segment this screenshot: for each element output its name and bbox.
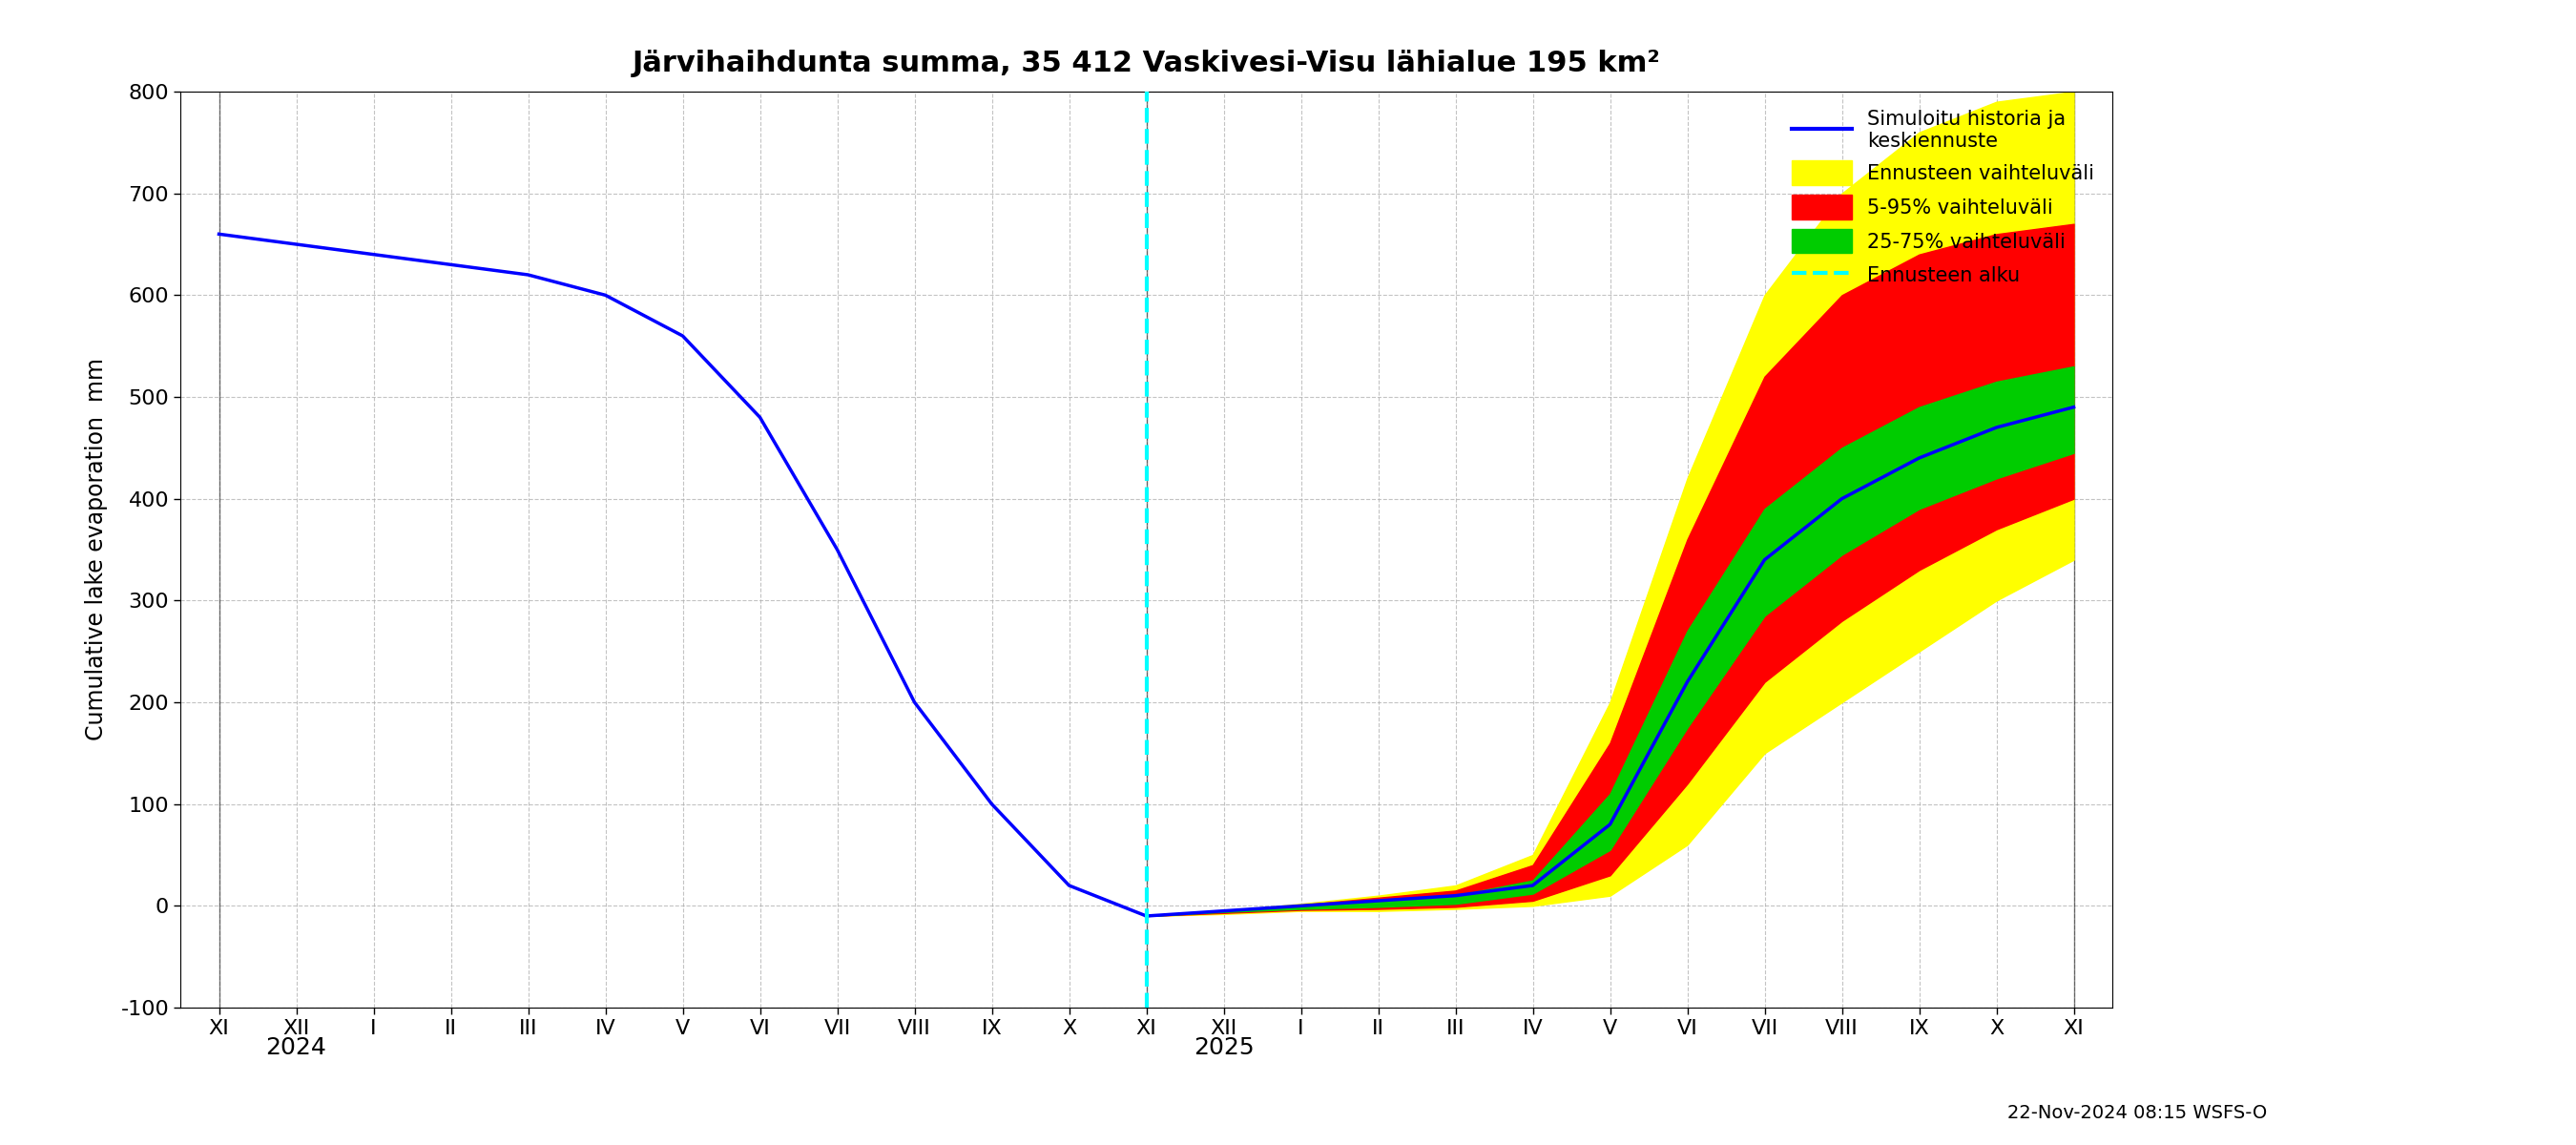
Text: 22-Nov-2024 08:15 WSFS-O: 22-Nov-2024 08:15 WSFS-O bbox=[2007, 1104, 2267, 1122]
Text: 2025: 2025 bbox=[1193, 1036, 1255, 1059]
Legend: Simuloitu historia ja
keskiennuste, Ennusteen vaihteluväli, 5-95% vaihteluväli, : Simuloitu historia ja keskiennuste, Ennu… bbox=[1783, 102, 2102, 295]
Text: 2024: 2024 bbox=[265, 1036, 327, 1059]
Y-axis label: Cumulative lake evaporation  mm: Cumulative lake evaporation mm bbox=[85, 358, 108, 741]
Title: Järvihaihdunta summa, 35 412 Vaskivesi-Visu lähialue 195 km²: Järvihaihdunta summa, 35 412 Vaskivesi-V… bbox=[631, 49, 1662, 78]
